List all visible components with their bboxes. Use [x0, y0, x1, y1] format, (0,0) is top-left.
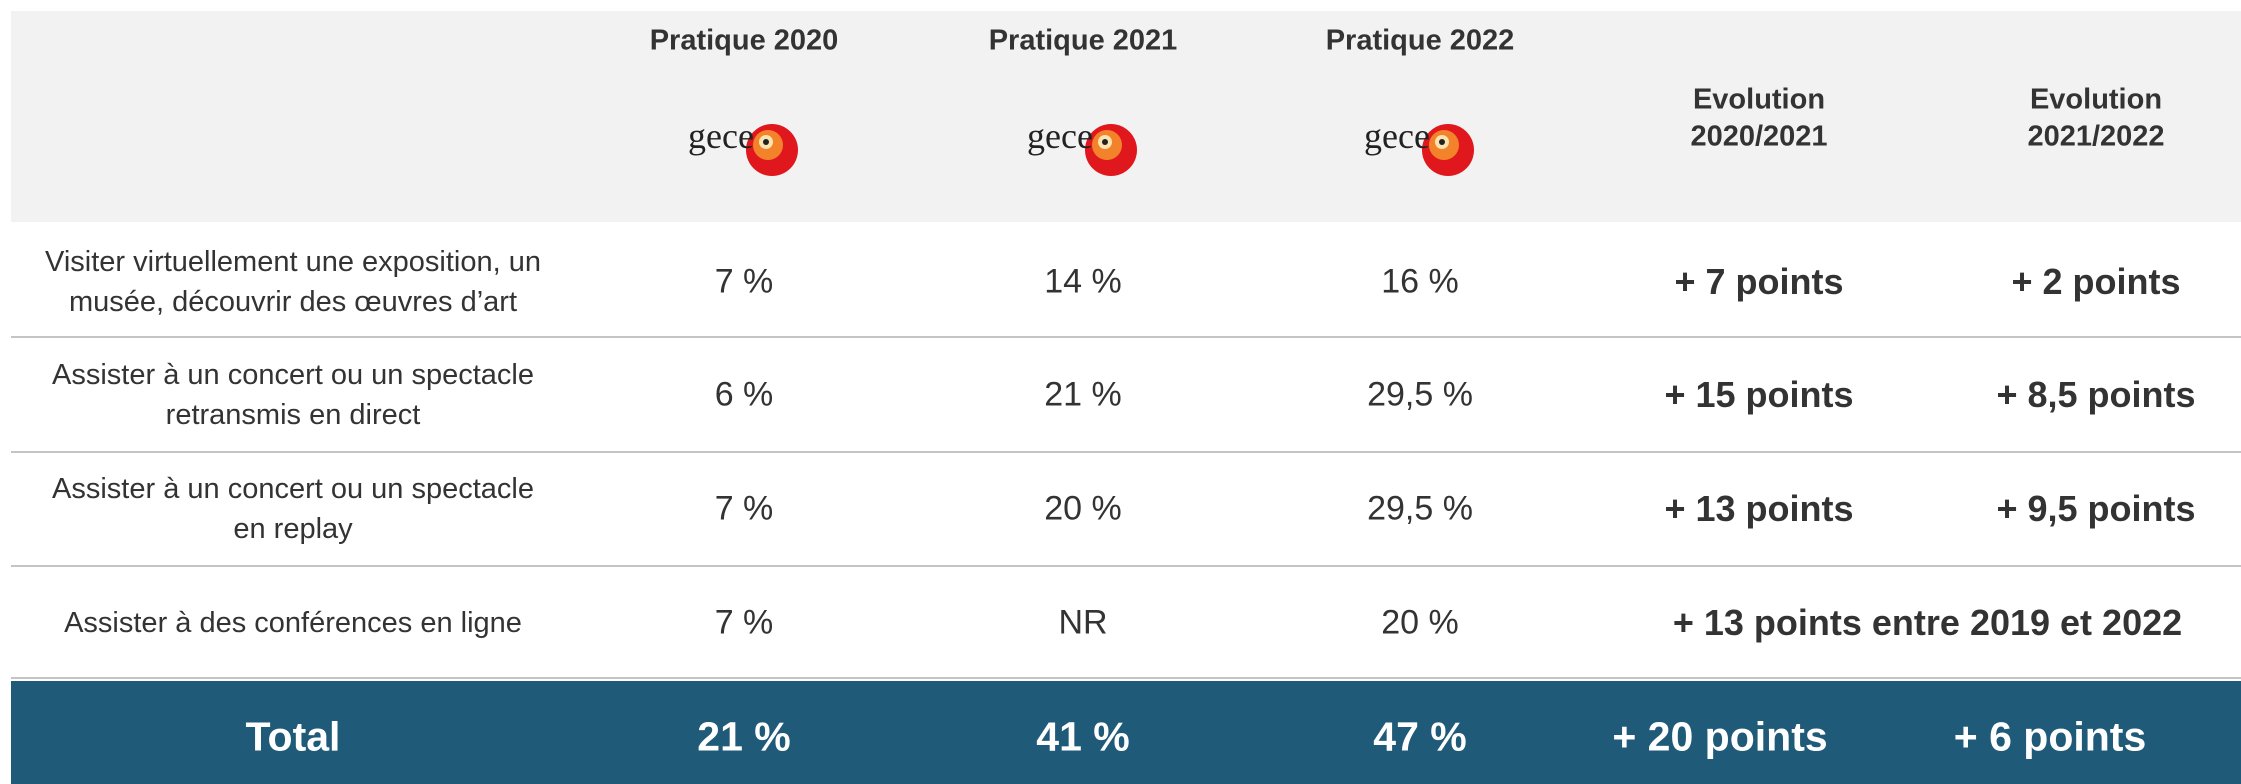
total-cell: + 6 points	[1953, 713, 2147, 760]
column-title: Evolution	[1692, 83, 1826, 116]
cell: 6 %	[714, 375, 774, 414]
cell: + 9,5 points	[1996, 488, 2196, 529]
row-label: Assister à des conférences en ligne	[64, 607, 522, 639]
logo: gece	[1027, 116, 1137, 176]
cell: + 13 points entre 2019 et 2022	[1672, 602, 2183, 643]
column-title: Evolution	[2029, 83, 2163, 116]
total-cell: + 20 points	[1612, 713, 1828, 760]
header-background	[11, 11, 2241, 222]
row-separator	[11, 565, 2241, 567]
cell: 7 %	[714, 489, 774, 528]
row-separator	[11, 677, 2241, 679]
row-label: Visiter virtuellement une exposition, un	[45, 246, 541, 278]
column-title: Pratique 2022	[1325, 24, 1515, 57]
total-label: Total	[245, 713, 341, 760]
column-title: 2021/2022	[2027, 120, 2165, 153]
cell: 21 %	[1044, 375, 1122, 414]
cell: + 13 points	[1664, 488, 1854, 529]
cell: 20 %	[1044, 489, 1122, 528]
row-label: retransmis en direct	[165, 399, 421, 431]
cell: NR	[1058, 603, 1108, 642]
cell: 7 %	[714, 603, 774, 642]
cell: 29,5 %	[1367, 375, 1473, 414]
row-label: Assister à un concert ou un spectacle	[52, 359, 534, 391]
cell: + 15 points	[1664, 374, 1854, 415]
row-separator	[11, 451, 2241, 453]
logo: gece	[688, 116, 798, 176]
total-cell: 41 %	[1036, 713, 1130, 760]
cell: + 8,5 points	[1996, 374, 2196, 415]
row-label: musée, découvrir des œuvres d’art	[68, 286, 518, 318]
cell: 7 %	[714, 262, 774, 301]
logo: gece	[1364, 116, 1474, 176]
cell: 29,5 %	[1367, 489, 1473, 528]
column-title: Pratique 2021	[988, 24, 1178, 57]
logo-text: gece	[1364, 116, 1430, 156]
logo-text: gece	[1027, 116, 1093, 156]
cell: 16 %	[1381, 262, 1459, 301]
cell: + 7 points	[1674, 261, 1844, 302]
total-cell: 47 %	[1373, 713, 1467, 760]
row-label: en replay	[233, 513, 353, 545]
column-title: Pratique 2020	[649, 24, 839, 57]
total-cell: 21 %	[697, 713, 791, 760]
total-background	[11, 681, 2241, 784]
row-label: Assister à un concert ou un spectacle	[52, 473, 534, 505]
column-title: 2020/2021	[1690, 120, 1828, 153]
cell: 20 %	[1381, 603, 1459, 642]
cell: + 2 points	[2011, 261, 2181, 302]
cell: 14 %	[1044, 262, 1122, 301]
row-separator	[11, 336, 2241, 338]
logo-text: gece	[688, 116, 754, 156]
